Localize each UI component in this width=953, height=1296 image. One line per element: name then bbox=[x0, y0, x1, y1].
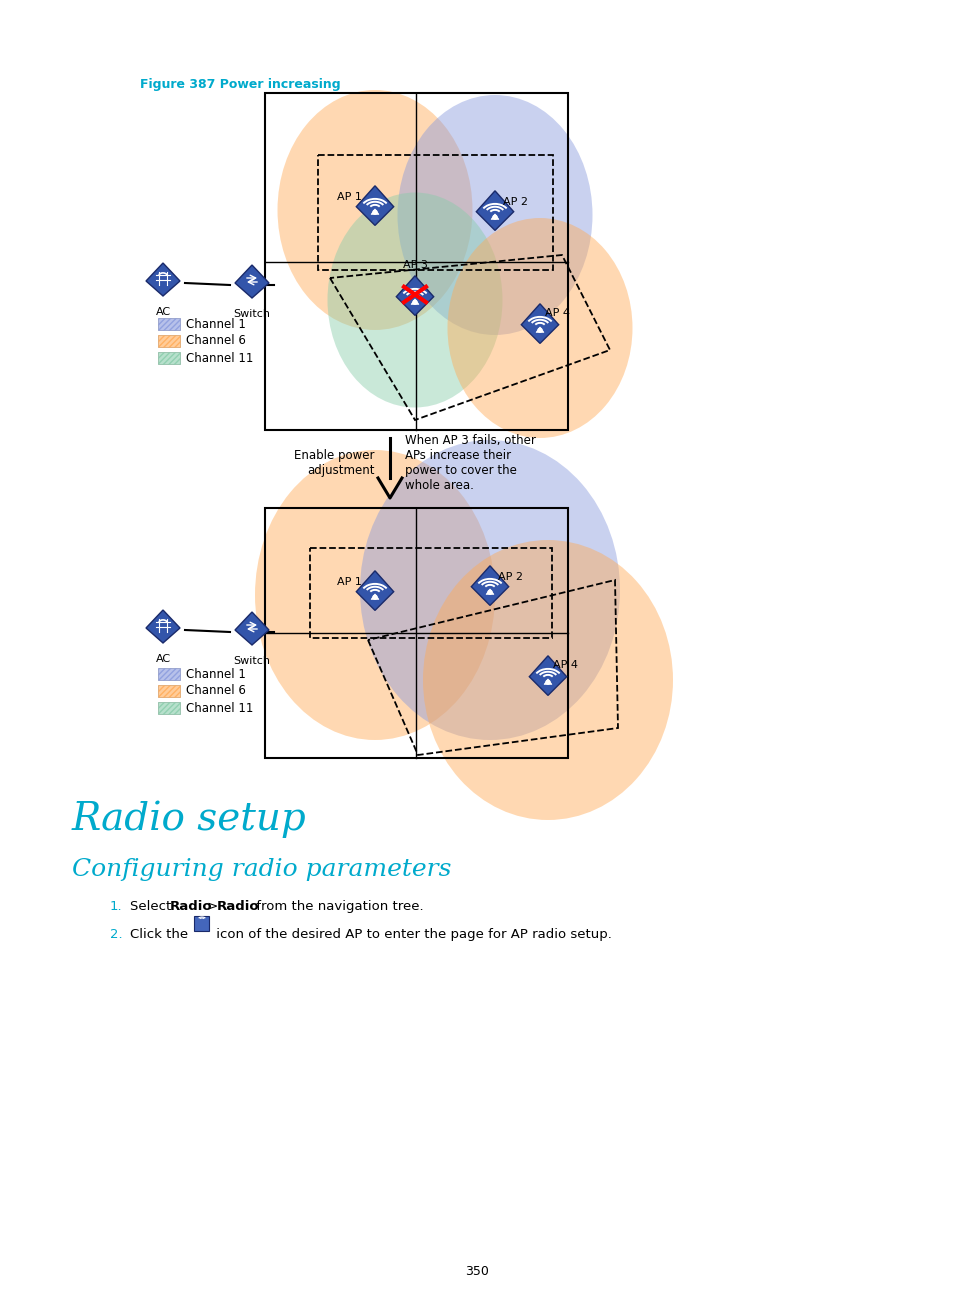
Polygon shape bbox=[371, 594, 378, 599]
Text: When AP 3 fails, other
APs increase their
power to cover the
whole area.: When AP 3 fails, other APs increase thei… bbox=[405, 434, 536, 492]
Bar bbox=[158, 334, 180, 347]
Ellipse shape bbox=[327, 193, 502, 407]
Text: from the navigation tree.: from the navigation tree. bbox=[252, 899, 423, 912]
Text: AP 3: AP 3 bbox=[402, 260, 428, 270]
Bar bbox=[158, 702, 180, 714]
Text: Enable power
adjustment: Enable power adjustment bbox=[294, 448, 375, 477]
Bar bbox=[158, 353, 180, 364]
Text: Select: Select bbox=[130, 899, 175, 912]
Ellipse shape bbox=[254, 450, 495, 740]
Bar bbox=[158, 334, 180, 347]
Ellipse shape bbox=[447, 218, 632, 438]
Ellipse shape bbox=[277, 89, 472, 330]
Text: AC: AC bbox=[155, 307, 171, 318]
Polygon shape bbox=[491, 214, 498, 219]
Text: Configuring radio parameters: Configuring radio parameters bbox=[71, 858, 451, 881]
Polygon shape bbox=[520, 303, 558, 343]
Polygon shape bbox=[543, 679, 552, 684]
Text: Radio: Radio bbox=[216, 899, 259, 912]
Polygon shape bbox=[471, 566, 508, 605]
Text: Figure 387 Power increasing: Figure 387 Power increasing bbox=[140, 78, 340, 91]
Text: AP 1: AP 1 bbox=[336, 192, 361, 202]
Text: 2.: 2. bbox=[110, 928, 123, 941]
Polygon shape bbox=[485, 588, 494, 595]
Ellipse shape bbox=[422, 540, 672, 820]
Polygon shape bbox=[146, 610, 180, 643]
FancyBboxPatch shape bbox=[194, 915, 210, 931]
Text: Radio: Radio bbox=[170, 899, 213, 912]
Ellipse shape bbox=[359, 441, 619, 740]
Text: Channel 1: Channel 1 bbox=[186, 318, 246, 330]
Text: Channel 1: Channel 1 bbox=[186, 667, 246, 680]
Circle shape bbox=[493, 215, 497, 219]
Text: Click the: Click the bbox=[130, 928, 193, 941]
Text: Radio setup: Radio setup bbox=[71, 800, 307, 837]
Text: Channel 11: Channel 11 bbox=[186, 701, 253, 714]
Circle shape bbox=[413, 301, 416, 305]
Polygon shape bbox=[234, 612, 269, 645]
Ellipse shape bbox=[397, 95, 592, 334]
Text: Channel 6: Channel 6 bbox=[186, 334, 246, 347]
Circle shape bbox=[373, 595, 376, 599]
Text: Switch: Switch bbox=[233, 308, 271, 319]
Text: icon of the desired AP to enter the page for AP radio setup.: icon of the desired AP to enter the page… bbox=[212, 928, 611, 941]
Text: Channel 6: Channel 6 bbox=[186, 684, 246, 697]
Circle shape bbox=[373, 210, 376, 214]
Circle shape bbox=[488, 590, 492, 594]
Circle shape bbox=[545, 680, 549, 684]
Polygon shape bbox=[146, 263, 180, 295]
Polygon shape bbox=[395, 276, 434, 315]
Polygon shape bbox=[355, 570, 394, 610]
Polygon shape bbox=[234, 264, 269, 298]
Text: AP 1: AP 1 bbox=[336, 577, 361, 587]
Bar bbox=[158, 318, 180, 330]
Text: 350: 350 bbox=[464, 1265, 489, 1278]
Text: AP 2: AP 2 bbox=[497, 572, 522, 582]
Text: Switch: Switch bbox=[233, 656, 271, 666]
Circle shape bbox=[537, 328, 541, 332]
Text: >: > bbox=[203, 899, 222, 912]
Polygon shape bbox=[529, 656, 566, 696]
Text: AP 4: AP 4 bbox=[544, 308, 569, 318]
Text: AP 2: AP 2 bbox=[502, 197, 527, 207]
Bar bbox=[158, 667, 180, 680]
Bar bbox=[265, 93, 567, 430]
Text: 1.: 1. bbox=[110, 899, 123, 912]
Bar bbox=[158, 353, 180, 364]
Text: Channel 11: Channel 11 bbox=[186, 351, 253, 364]
Bar bbox=[265, 508, 567, 758]
Polygon shape bbox=[355, 185, 394, 226]
Polygon shape bbox=[371, 209, 378, 214]
Bar bbox=[158, 686, 180, 697]
Polygon shape bbox=[411, 299, 418, 305]
Text: AP 4: AP 4 bbox=[553, 660, 578, 670]
Bar bbox=[158, 667, 180, 680]
Polygon shape bbox=[536, 327, 543, 332]
Bar bbox=[158, 702, 180, 714]
Polygon shape bbox=[476, 191, 513, 231]
Text: AC: AC bbox=[155, 654, 171, 664]
Bar bbox=[158, 686, 180, 697]
Bar bbox=[158, 318, 180, 330]
